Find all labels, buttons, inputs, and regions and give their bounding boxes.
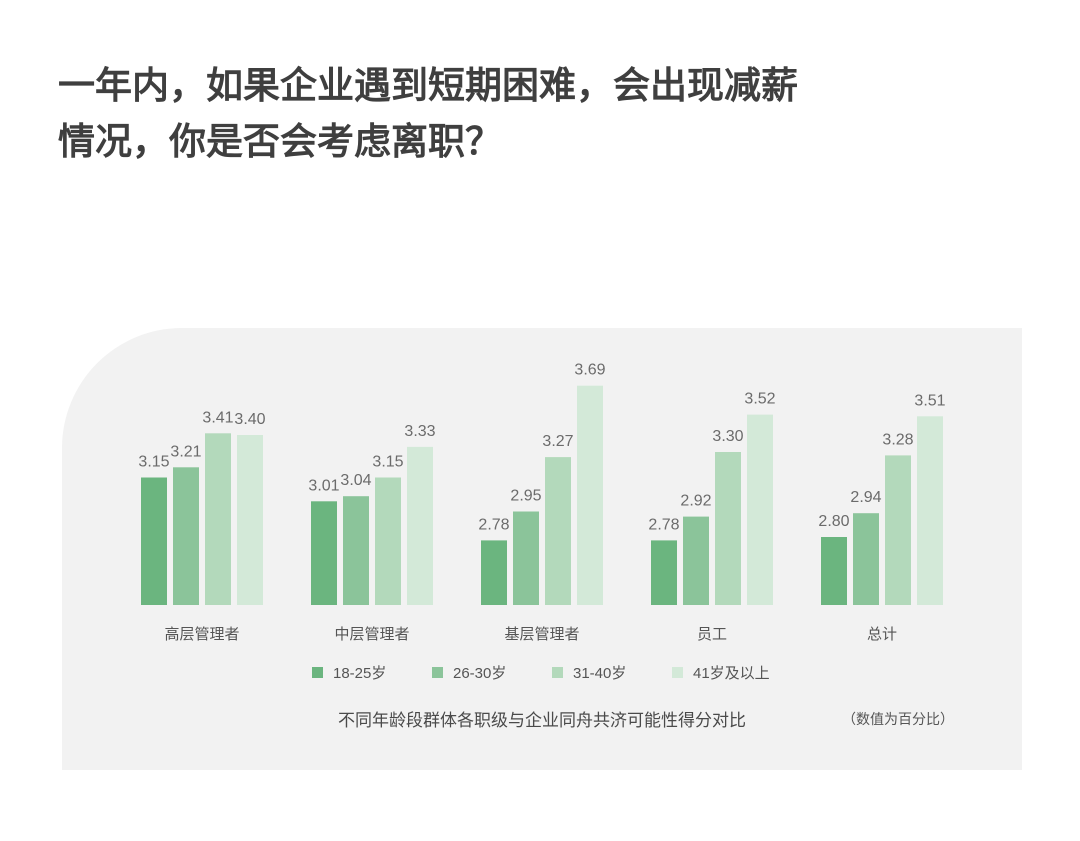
bar — [375, 477, 401, 605]
bar-value-label: 3.40 — [234, 411, 265, 428]
bar — [917, 416, 943, 605]
bar — [311, 501, 337, 605]
bar-value-label: 3.41 — [202, 409, 233, 426]
bar-value-label: 2.94 — [850, 489, 881, 506]
bar-value-label: 3.33 — [404, 423, 435, 440]
chart-caption: 不同年龄段群体各职级与企业同舟共济可能性得分对比 — [338, 711, 746, 731]
legend: 18-25岁 26-30岁 31-40岁 41岁及以上 — [312, 665, 770, 682]
legend-swatch — [552, 667, 563, 678]
legend-swatch — [312, 667, 323, 678]
page-title: 一年内，如果企业遇到短期困难，会出现减薪 情况，你是否会考虑离职？ — [58, 58, 858, 170]
legend-swatch — [432, 667, 443, 678]
bar — [237, 435, 263, 605]
legend-label: 18-25岁 — [333, 665, 386, 682]
bar-value-label: 2.92 — [680, 493, 711, 510]
bar — [545, 457, 571, 605]
bar — [173, 467, 199, 605]
bar-value-label: 3.51 — [914, 392, 945, 409]
bar — [513, 511, 539, 605]
bar — [481, 540, 507, 605]
legend-label: 26-30岁 — [453, 665, 506, 682]
bar-value-label: 3.01 — [308, 477, 339, 494]
bar-value-label: 3.52 — [744, 391, 775, 408]
bar-value-label: 2.78 — [648, 516, 679, 533]
bar-value-label: 3.27 — [542, 433, 573, 450]
bar — [885, 455, 911, 605]
bar-value-label: 3.28 — [882, 431, 913, 448]
legend-label: 41岁及以上 — [693, 665, 770, 682]
category-labels-layer: 高层管理者 中层管理者 基层管理者 员工 总计 — [164, 625, 897, 643]
bar-value-label: 2.95 — [510, 488, 541, 505]
chart-note: （数值为百分比） — [842, 712, 954, 728]
value-labels-layer: 3.153.213.41 3.403.01 3.043.153.332.782.95… — [138, 362, 945, 534]
bar — [407, 446, 433, 605]
bar-value-label: 2.80 — [818, 513, 849, 530]
bar — [747, 414, 773, 605]
bars-layer — [141, 385, 943, 605]
category-label: 基层管理者 — [504, 625, 579, 643]
category-label: 高层管理者 — [164, 625, 239, 643]
bar — [577, 385, 603, 605]
bar-value-label: 3.69 — [574, 362, 605, 379]
bar — [343, 496, 369, 605]
bar-value-label: 3.04 — [340, 472, 371, 489]
bar — [141, 477, 167, 605]
bar-value-label: 2.78 — [478, 516, 509, 533]
bar — [853, 513, 879, 605]
bar-value-label: 3.15 — [138, 454, 169, 471]
bar — [683, 516, 709, 605]
bar-value-label: 3.15 — [372, 454, 403, 471]
bar — [205, 433, 231, 605]
legend-swatch — [672, 667, 683, 678]
legend-label: 31-40岁 — [573, 665, 626, 682]
page-title-line-1: 一年内，如果企业遇到短期困难，会出现减薪 — [58, 64, 798, 107]
bar-value-label: 3.30 — [712, 428, 743, 445]
category-label: 员工 — [697, 625, 727, 643]
page-title-line-2: 情况，你是否会考虑离职？ — [58, 120, 502, 163]
category-label: 中层管理者 — [334, 625, 409, 643]
bar — [715, 452, 741, 605]
category-label: 总计 — [867, 625, 897, 643]
bar — [821, 537, 847, 605]
bar — [651, 540, 677, 605]
bar-value-label: 3.21 — [170, 443, 201, 460]
